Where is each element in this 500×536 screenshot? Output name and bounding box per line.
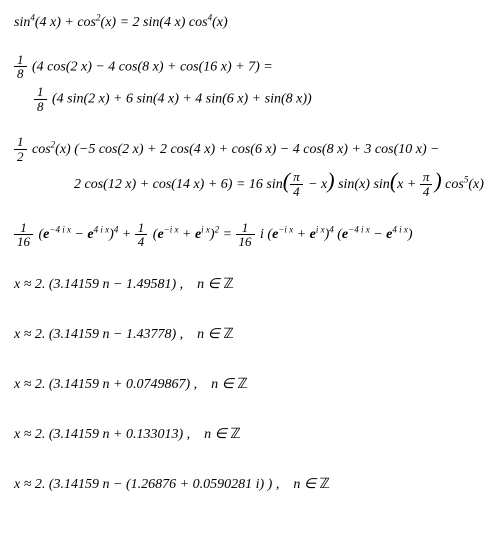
eq3-line2-end: cos5(x) [442,177,484,192]
frac-den: 2 [14,150,27,164]
frac-den: 16 [236,235,255,249]
fraction-pi-4b: π 4 [420,170,433,198]
sol4-text: x ≈ 2. (3.14159 n + 0.133013) , n ∈ ℤ [14,427,241,442]
eq3-line2-mid3: x + [397,177,420,192]
eq2-line2: 1 8 (4 sin(2 x) + 6 sin(4 x) + 4 sin(6 x… [34,85,486,113]
eq1-text: sin4(4 x) + cos2(x) = 2 sin(4 x) cos4(x) [14,15,228,30]
frac-num: 1 [14,221,33,236]
eq2-line2-text: (4 sin(2 x) + 6 sin(4 x) + 4 sin(6 x) + … [49,91,312,106]
eq3-line2: 2 cos(12 x) + cos(14 x) + 6) = 16 sin( π… [74,168,486,199]
fraction-1-8: 1 8 [14,53,27,81]
eq3-line2-mid2: sin(x) sin [335,177,390,192]
eq3-line2-mid1: − x [305,177,328,192]
eq4-p3: i (e−i x + ei x)4 (e−4 i x − e4 i x) [257,227,413,242]
frac-den: 4 [135,235,148,249]
frac-den: 8 [14,67,27,81]
solution-2: x ≈ 2. (3.14159 n − 1.43778) , n ∈ ℤ [14,327,486,343]
frac-num: π [290,170,303,185]
frac-num: 1 [236,221,255,236]
fraction-1-4: 1 4 [135,221,148,249]
eq3-line2-a: 2 cos(12 x) + cos(14 x) + 6) = 16 sin [74,177,283,192]
sol3-text: x ≈ 2. (3.14159 n + 0.0749867) , n ∈ ℤ [14,377,248,392]
fraction-pi-4: π 4 [290,170,303,198]
solution-4: x ≈ 2. (3.14159 n + 0.133013) , n ∈ ℤ [14,427,486,443]
equation-3: 1 2 cos2(x) (−5 cos(2 x) + 2 cos(4 x) + … [14,135,486,198]
eq2-line1: 1 8 (4 cos(2 x) − 4 cos(8 x) + cos(16 x)… [14,53,486,81]
frac-num: 1 [14,135,27,150]
sol5-text: x ≈ 2. (3.14159 n − (1.26876 + 0.0590281… [14,477,330,492]
frac-num: π [420,170,433,185]
frac-den: 16 [14,235,33,249]
eq2-line1-text: (4 cos(2 x) − 4 cos(8 x) + cos(16 x) + 7… [29,59,273,74]
fraction-1-16: 1 16 [14,221,33,249]
frac-den: 8 [34,100,47,114]
frac-num: 1 [14,53,27,68]
eq3-line1: 1 2 cos2(x) (−5 cos(2 x) + 2 cos(4 x) + … [14,135,486,163]
equation-2: 1 8 (4 cos(2 x) − 4 cos(8 x) + cos(16 x)… [14,53,486,114]
eq3-line1-text: cos2(x) (−5 cos(2 x) + 2 cos(4 x) + cos(… [29,142,440,157]
solution-5: x ≈ 2. (3.14159 n − (1.26876 + 0.0590281… [14,477,486,493]
frac-num: 1 [135,221,148,236]
equation-4: 1 16 (e−4 i x − e4 i x)4 + 1 4 (e−i x + … [14,221,486,249]
eq4-p2: (e−i x + ei x)2 = [149,227,235,242]
sol1-text: x ≈ 2. (3.14159 n − 1.49581) , n ∈ ℤ [14,277,234,292]
fraction-1-8b: 1 8 [34,85,47,113]
fraction-1-16b: 1 16 [236,221,255,249]
frac-num: 1 [34,85,47,100]
solution-3: x ≈ 2. (3.14159 n + 0.0749867) , n ∈ ℤ [14,377,486,393]
frac-den: 4 [420,185,433,199]
sol2-text: x ≈ 2. (3.14159 n − 1.43778) , n ∈ ℤ [14,327,234,342]
eq4-p1: (e−4 i x − e4 i x)4 + [35,227,135,242]
fraction-1-2: 1 2 [14,135,27,163]
solution-1: x ≈ 2. (3.14159 n − 1.49581) , n ∈ ℤ [14,277,486,293]
frac-den: 4 [290,185,303,199]
equation-1: sin4(4 x) + cos2(x) = 2 sin(4 x) cos4(x) [14,12,486,31]
